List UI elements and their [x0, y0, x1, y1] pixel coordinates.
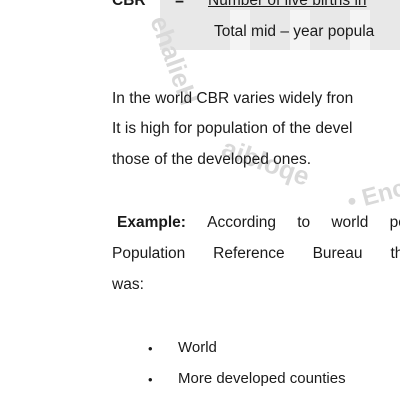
word: Population — [112, 245, 186, 262]
paragraph1-line1: In the world CBR varies widely fron — [112, 90, 354, 107]
formula-label: CBR — [112, 0, 146, 9]
word: According — [207, 214, 277, 231]
formula-denominator: Total mid – year popula — [214, 23, 375, 40]
paragraph2-line1: Example: According to world por — [117, 214, 400, 232]
paragraph1-line3: those of the developed ones. — [112, 151, 312, 168]
word: Bureau — [312, 245, 363, 262]
example-label: Example: — [117, 214, 186, 231]
word: por — [389, 214, 400, 231]
svg-text:• Ency: • Ency — [345, 171, 400, 216]
paragraph2-line3: was: — [112, 276, 144, 293]
word: the — [390, 245, 400, 262]
formula-equals: = — [175, 0, 185, 9]
bullet-text-world: World — [178, 339, 217, 356]
word: world — [331, 214, 369, 231]
bullet-symbol: • — [148, 341, 153, 356]
paragraph2-line2: Population Reference Bureau the — [112, 245, 400, 263]
paragraph1-line2: It is high for population of the devel — [112, 120, 353, 137]
bullet-text-developed: More developed counties — [178, 370, 346, 387]
formula-numerator: Number of live births in — [208, 0, 367, 9]
word: to — [297, 214, 311, 231]
bullet-symbol: • — [148, 372, 153, 387]
word: Reference — [213, 245, 285, 262]
